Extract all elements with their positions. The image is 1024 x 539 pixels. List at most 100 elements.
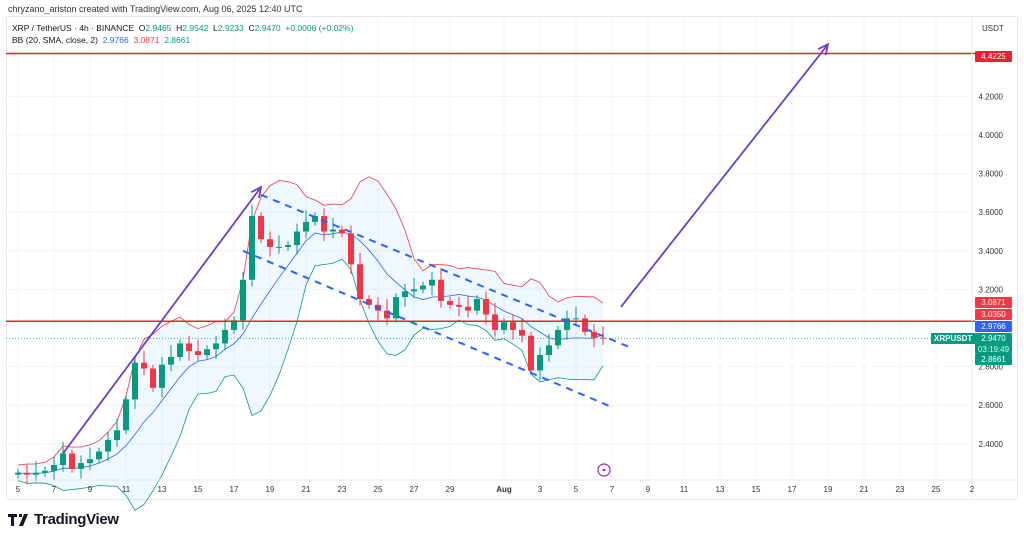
bb-upper-line xyxy=(17,176,604,466)
x-tick-label: 15 xyxy=(194,485,203,494)
low-value: 2.9233 xyxy=(217,23,244,33)
symbol-row: XRP / TetherUS · 4h · BINANCE O2.9465 H 2… xyxy=(12,22,353,34)
candle-body xyxy=(60,453,66,466)
open-value: 2.9465 xyxy=(145,23,172,33)
candle-body xyxy=(402,291,408,298)
bb-basis-tag: 2.9766 xyxy=(975,321,1012,332)
candle-body xyxy=(546,345,552,356)
candle-body xyxy=(564,318,570,330)
candle-body xyxy=(213,343,219,350)
candle-body xyxy=(501,322,507,330)
x-tick-label: 25 xyxy=(374,485,383,494)
candle-body xyxy=(249,216,255,280)
trend-arrow-line xyxy=(620,43,829,308)
candle-body xyxy=(204,349,210,356)
candle-body xyxy=(582,318,588,332)
candle-body xyxy=(177,343,183,357)
x-tick-label: 7 xyxy=(610,485,615,494)
candle-body xyxy=(393,297,399,319)
open-label: O xyxy=(138,23,146,33)
x-tick-label: 19 xyxy=(266,485,275,494)
candle-body xyxy=(321,216,327,232)
candle-body xyxy=(312,216,318,222)
candle-body xyxy=(186,343,192,352)
x-tick-label: 19 xyxy=(824,485,833,494)
candle-body xyxy=(591,331,597,338)
candle-body xyxy=(492,314,498,330)
candle-body xyxy=(573,318,579,320)
bb-label[interactable]: BB (20, SMA, close, 2) xyxy=(12,35,98,45)
channel-line xyxy=(260,193,631,349)
x-tick-label: 13 xyxy=(158,485,167,494)
y-tick-label: 2.6000 xyxy=(979,401,1004,410)
candle-body xyxy=(420,285,426,290)
bb-fill xyxy=(18,176,603,511)
candle-body xyxy=(87,459,93,464)
currency-label[interactable]: USDT xyxy=(982,24,1004,33)
time-axis: 5 7 9 11 13 15 17 19 21 23 25 27 29 Aug 3 5 7 9 11 13 15 17 19… xyxy=(6,479,1018,494)
candle-body xyxy=(465,306,471,311)
candle-body xyxy=(267,239,273,247)
y-tick-label: 4.2000 xyxy=(979,92,1004,101)
candle-body xyxy=(276,246,282,248)
symbol-title[interactable]: XRP / TetherUS · 4h · BINANCE xyxy=(12,23,135,33)
y-tick-label: 3.8000 xyxy=(979,170,1004,179)
candle-body xyxy=(348,233,354,265)
candle-body xyxy=(42,470,48,473)
candle-body xyxy=(285,245,291,247)
candle-body xyxy=(231,320,237,330)
candle-body xyxy=(483,299,489,315)
candle-body xyxy=(438,279,444,301)
x-tick-label: 2 xyxy=(970,485,975,494)
candle-body xyxy=(150,368,156,388)
candle-body xyxy=(510,322,516,330)
candle-body xyxy=(51,465,57,471)
close-label: C xyxy=(248,23,255,33)
arrow-head-icon xyxy=(250,185,263,199)
bollinger-bands xyxy=(17,176,604,511)
candle-body xyxy=(519,329,525,336)
low-label: L xyxy=(213,23,218,33)
candle-body xyxy=(447,300,453,305)
x-tick-label: 5 xyxy=(16,485,21,494)
candle-body xyxy=(528,335,534,371)
x-tick-label: 15 xyxy=(752,485,761,494)
chart-legend: XRP / TetherUS · 4h · BINANCE O2.9465 H 2… xyxy=(12,22,353,46)
bb-lower-line xyxy=(17,258,604,511)
lightning-icon xyxy=(597,463,611,477)
candle-body xyxy=(141,362,147,369)
bb-basis-value: 2.9766 xyxy=(102,35,129,45)
x-tick-label: 11 xyxy=(122,485,131,494)
candle-body xyxy=(69,453,75,469)
candle-body xyxy=(78,463,84,469)
tradingview-logo[interactable]: TradingView xyxy=(8,511,119,528)
support-level-tag: 3.0350 xyxy=(975,309,1012,320)
bb-basis-line xyxy=(17,231,604,475)
candle-body xyxy=(240,279,246,321)
candle-body xyxy=(195,351,201,356)
y-tick-label: 3.2000 xyxy=(979,285,1004,294)
x-tick-label: 17 xyxy=(788,485,797,494)
candle-body xyxy=(456,304,462,307)
candle-body xyxy=(114,430,120,440)
candle-body xyxy=(258,216,264,240)
y-tick-label: 3.4000 xyxy=(979,247,1004,256)
candle-body xyxy=(537,355,543,371)
candle-body xyxy=(159,364,165,388)
change-value: +0.0006 (+0.02%) xyxy=(285,23,354,33)
candle-body xyxy=(105,439,111,452)
candle-body xyxy=(24,472,30,475)
annotations xyxy=(6,42,975,454)
candle-body xyxy=(303,221,309,232)
last-price-tag: 2.9470 03:19:49 xyxy=(975,333,1012,354)
symbol-price-label: XRPUSDT xyxy=(931,333,976,344)
y-tick-label: 3.6000 xyxy=(979,208,1004,217)
bb-lower-tag: 2.8661 xyxy=(975,354,1012,365)
credit-line: chryzano_ariston created with TradingVie… xyxy=(8,4,303,14)
candle-body xyxy=(294,231,300,246)
candle-body xyxy=(411,289,417,292)
candle-body xyxy=(132,362,138,400)
candle-body xyxy=(339,229,345,234)
high-label: H xyxy=(176,23,183,33)
